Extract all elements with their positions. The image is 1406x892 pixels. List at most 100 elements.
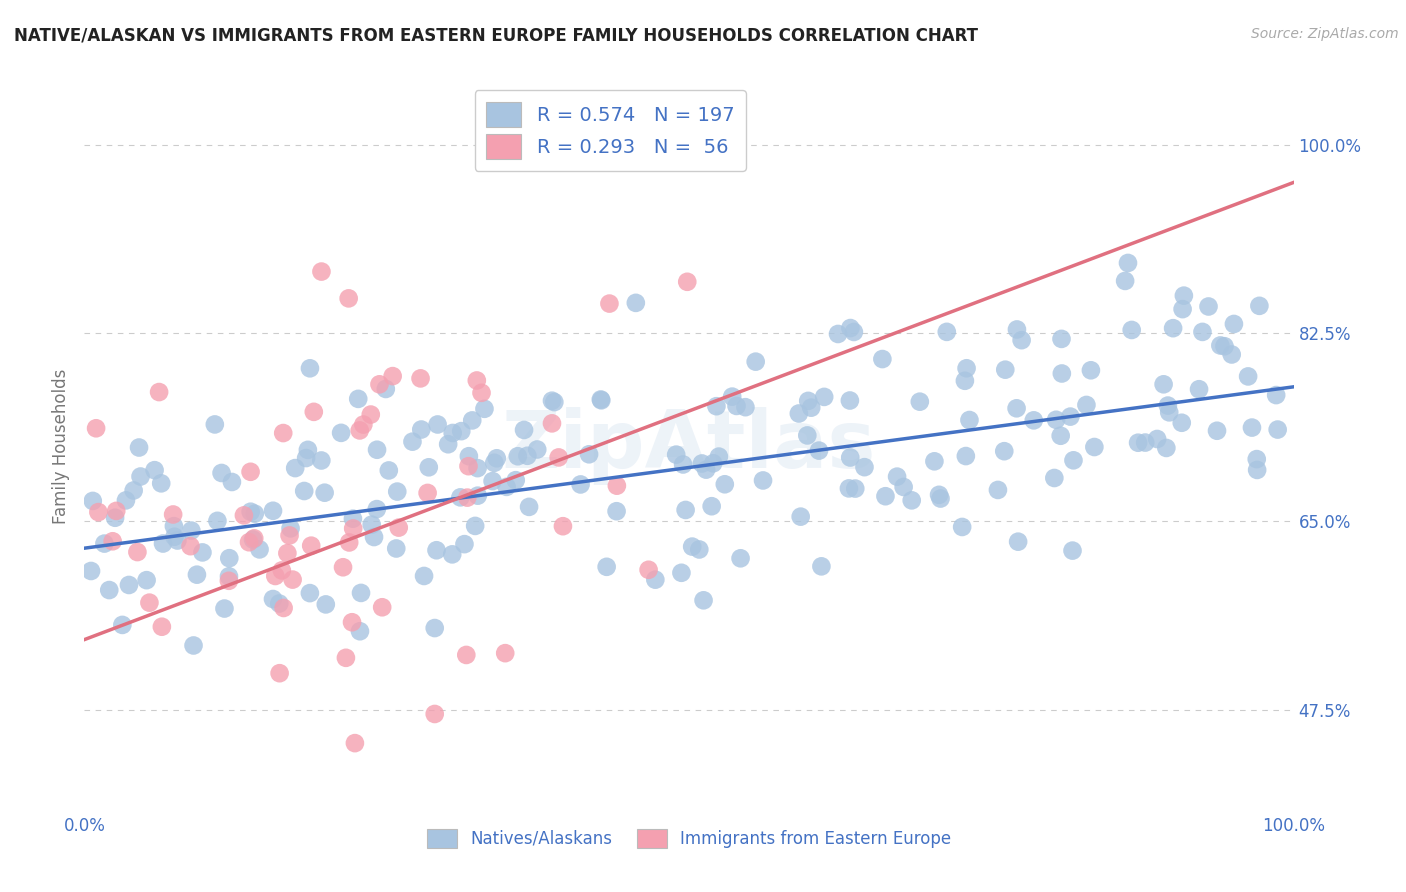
Point: [1059, 409, 1081, 424]
Point: [450, 424, 472, 438]
Point: [1240, 420, 1263, 434]
Text: Source: ZipAtlas.com: Source: ZipAtlas.com: [1251, 27, 1399, 41]
Point: [886, 469, 908, 483]
Point: [796, 428, 818, 442]
Point: [269, 666, 291, 681]
Point: [606, 478, 628, 492]
Point: [734, 400, 756, 414]
Point: [418, 460, 440, 475]
Point: [163, 530, 186, 544]
Point: [1157, 399, 1180, 413]
Point: [426, 417, 449, 432]
Point: [98, 582, 121, 597]
Point: [409, 371, 432, 385]
Point: [838, 393, 860, 408]
Point: [842, 325, 865, 339]
Point: [950, 520, 973, 534]
Point: [449, 491, 471, 505]
Point: [676, 275, 699, 289]
Point: [280, 521, 302, 535]
Point: [955, 449, 977, 463]
Point: [706, 399, 728, 413]
Point: [221, 475, 243, 489]
Point: [271, 425, 294, 440]
Point: [1062, 453, 1084, 467]
Point: [1246, 452, 1268, 467]
Point: [311, 264, 333, 278]
Point: [148, 385, 170, 400]
Point: [1045, 413, 1067, 427]
Point: [1173, 288, 1195, 302]
Point: [464, 519, 486, 533]
Point: [1191, 325, 1213, 339]
Point: [411, 423, 433, 437]
Point: [624, 296, 647, 310]
Point: [838, 482, 860, 496]
Point: [591, 393, 613, 408]
Point: [953, 374, 976, 388]
Point: [80, 564, 103, 578]
Point: [1049, 429, 1071, 443]
Point: [1213, 339, 1236, 353]
Point: [787, 407, 810, 421]
Point: [517, 500, 540, 514]
Point: [186, 567, 208, 582]
Point: [789, 509, 811, 524]
Point: [457, 459, 479, 474]
Point: [1171, 302, 1194, 317]
Point: [481, 474, 503, 488]
Point: [299, 539, 322, 553]
Point: [314, 485, 336, 500]
Point: [700, 500, 723, 514]
Point: [1062, 543, 1084, 558]
Point: [541, 393, 564, 408]
Point: [987, 483, 1010, 497]
Point: [385, 541, 408, 556]
Point: [352, 417, 374, 432]
Point: [150, 476, 173, 491]
Point: [378, 463, 401, 477]
Point: [551, 519, 574, 533]
Point: [929, 491, 952, 506]
Point: [298, 586, 321, 600]
Point: [844, 482, 866, 496]
Point: [485, 451, 508, 466]
Point: [122, 483, 145, 498]
Point: [350, 586, 373, 600]
Point: [366, 442, 388, 457]
Point: [437, 437, 460, 451]
Point: [115, 493, 138, 508]
Point: [484, 456, 506, 470]
Point: [730, 551, 752, 566]
Point: [238, 535, 260, 549]
Point: [1005, 401, 1028, 416]
Point: [337, 291, 360, 305]
Text: ZipAtlas: ZipAtlas: [502, 407, 876, 485]
Point: [1161, 321, 1184, 335]
Point: [273, 601, 295, 615]
Point: [292, 483, 315, 498]
Point: [105, 504, 128, 518]
Point: [101, 534, 124, 549]
Point: [1188, 382, 1211, 396]
Point: [853, 460, 876, 475]
Point: [1043, 471, 1066, 485]
Point: [302, 405, 325, 419]
Point: [1267, 423, 1289, 437]
Point: [569, 477, 592, 491]
Point: [163, 519, 186, 533]
Point: [152, 536, 174, 550]
Point: [467, 461, 489, 475]
Point: [363, 530, 385, 544]
Point: [298, 361, 321, 376]
Point: [725, 399, 748, 413]
Point: [332, 560, 354, 574]
Point: [262, 504, 284, 518]
Point: [461, 413, 484, 427]
Point: [1076, 398, 1098, 412]
Point: [744, 354, 766, 368]
Point: [1198, 300, 1220, 314]
Point: [665, 448, 688, 462]
Point: [495, 480, 517, 494]
Point: [595, 559, 617, 574]
